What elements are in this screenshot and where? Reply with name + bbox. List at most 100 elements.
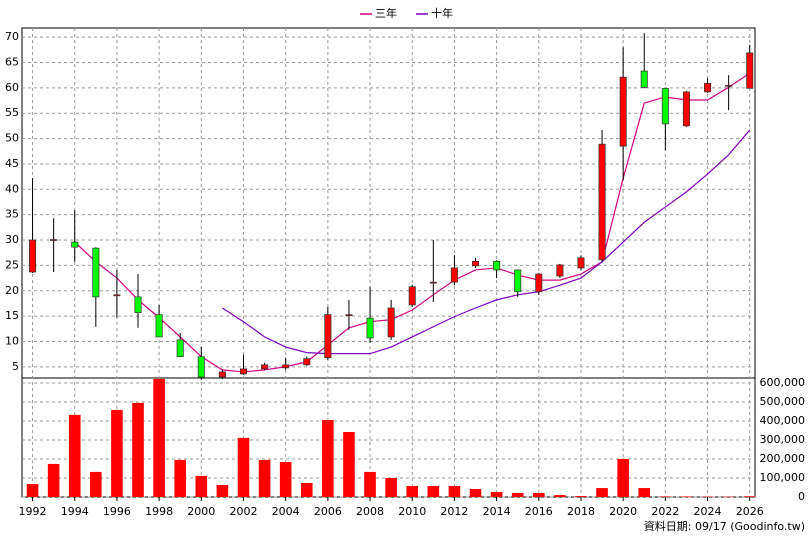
candle-body [556,264,564,277]
candle-body [746,52,754,89]
volume-bar [469,489,482,497]
volume-bar [195,475,208,497]
y2-tick-label: 0 [798,490,805,503]
x-tick-label: 2012 [440,505,468,518]
candle-body [387,307,395,338]
candle-body [640,70,648,88]
legend-label: 十年 [431,6,453,20]
volume-bar [617,458,629,497]
candle-body [408,286,416,306]
candle-body [197,356,205,378]
y-tick-label: 60 [5,81,19,94]
y2-tick-label: 400,000 [760,414,806,427]
source-note: 資料日期: 09/17 (Goodinfo.tw) [644,519,805,533]
volume-bar [427,485,440,497]
y-tick-label: 70 [5,30,19,43]
candle-body [704,82,712,93]
candle-body [176,339,184,358]
x-tick-label: 2002 [229,505,257,518]
y-tick-label: 25 [5,258,19,271]
y2-tick-label: 100,000 [760,471,806,484]
volume-bar [343,431,355,497]
y-tick-label: 15 [5,309,19,322]
candle-body [29,239,37,273]
volume-bar [174,459,187,497]
candle-body [450,267,458,283]
candle-body [113,294,121,297]
volume-bar [132,402,144,497]
x-tick-label: 2010 [398,505,426,518]
candle-body [429,281,437,284]
x-tick-label: 2020 [609,505,637,518]
candle-body [155,314,163,338]
x-tick-label: 2018 [567,505,595,518]
y-tick-label: 30 [5,233,19,246]
x-tick-label: 2004 [272,505,300,518]
x-tick-label: 1994 [61,505,89,518]
x-tick-label: 2016 [525,505,553,518]
candle-body [682,91,690,127]
candle-body [725,84,733,87]
candle-body [218,371,226,378]
candle-body [366,317,374,339]
candle-body [598,143,606,261]
y2-tick-label: 500,000 [760,395,806,408]
x-tick-label: 1992 [19,505,47,518]
candle-body [345,314,353,316]
candle-body [577,257,585,269]
y-tick-label: 35 [5,208,19,221]
x-tick-label: 2022 [651,505,679,518]
volume-bar [490,492,503,497]
candle-body [134,296,142,313]
volume-bar [680,496,693,497]
legend-label: 三年 [375,6,397,20]
y2-tick-label: 600,000 [760,376,806,389]
volume-bar [511,493,524,497]
x-tick-label: 1996 [103,505,131,518]
y2-tick-label: 200,000 [760,452,806,465]
volume-bar [68,414,81,497]
y-tick-label: 20 [5,284,19,297]
volume-bar [659,496,672,497]
ma-line [222,129,751,355]
candle-body [50,239,58,241]
x-tick-label: 2026 [736,505,764,518]
candle-body [535,273,543,293]
volume-bar [300,482,313,497]
x-tick-label: 2024 [694,505,722,518]
candle-body [619,76,627,147]
volume-bar [237,437,250,497]
candle-body [514,269,522,293]
candle-body [303,358,311,366]
volume-bar [554,495,566,497]
volume-bar [638,488,651,497]
candle-body [661,88,669,125]
volume-bar [364,471,376,497]
candle-body [239,368,247,375]
volume-bar [575,496,587,497]
volume-bar [216,485,229,497]
volume-bar [90,471,102,497]
volume-bar [279,462,292,497]
y-tick-label: 45 [5,157,19,170]
volume-bar [385,477,397,497]
candle-body [92,247,100,298]
y-tick-label: 50 [5,132,19,145]
x-tick-label: 1998 [145,505,173,518]
volume-bar [258,459,271,497]
candle-body [471,260,480,267]
y2-tick-label: 300,000 [760,433,806,446]
y-tick-label: 5 [12,360,19,373]
y-tick-label: 55 [5,106,19,119]
candle-body [282,364,290,369]
volume-bar [153,378,165,497]
volume-bar [596,488,608,497]
volume-bar [743,496,756,497]
plot-frame [21,27,756,498]
volume-bar [322,420,334,497]
y-tick-label: 10 [5,334,19,347]
candle-body [493,260,501,271]
candle-body [261,364,269,370]
x-tick-label: 2000 [187,505,215,518]
